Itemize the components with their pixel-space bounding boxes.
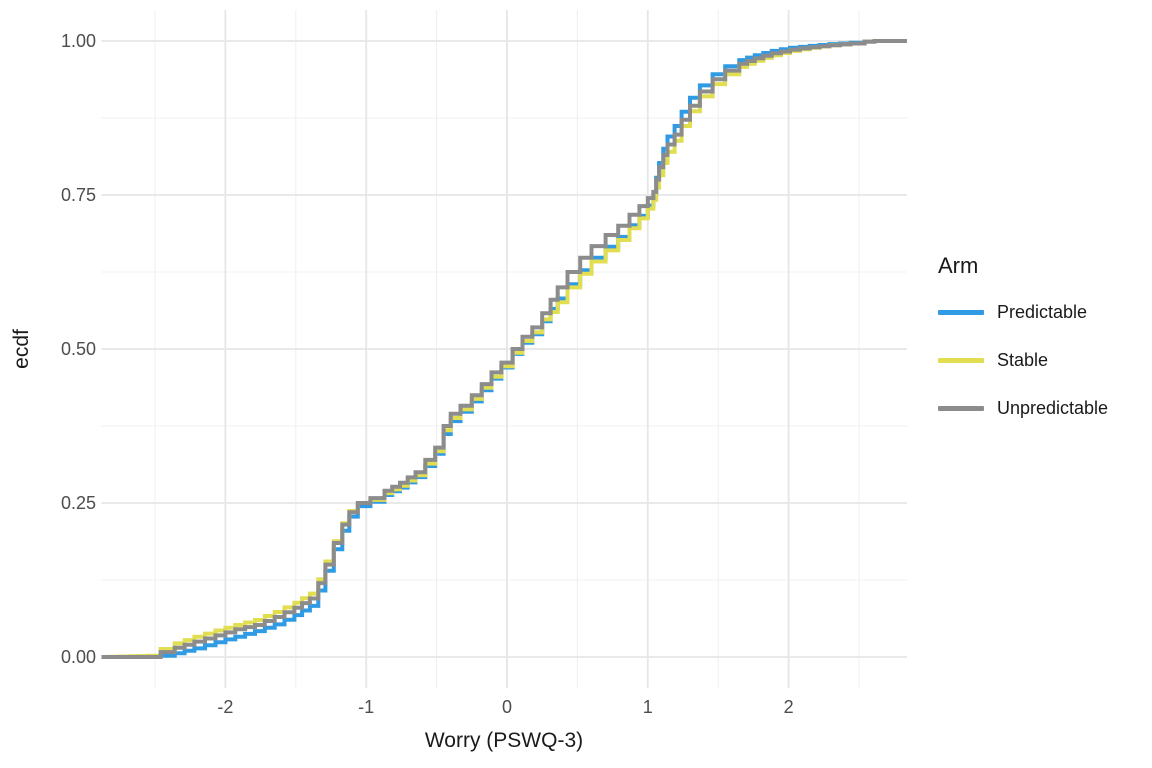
legend-key-line <box>938 357 984 363</box>
y-tick-label: 0.75 <box>60 185 96 205</box>
legend-item-unpredictable: Unpredictable <box>938 384 1152 432</box>
y-tick-label: 0.50 <box>60 339 96 359</box>
legend-item-stable: Stable <box>938 336 1152 384</box>
legend-item-label: Predictable <box>997 301 1088 322</box>
legend-item-predictable: Predictable <box>938 288 1152 336</box>
legend-title: Arm <box>938 253 979 278</box>
legend-key-line <box>938 309 984 315</box>
legend: Arm Predictable Stable Unpredictable <box>938 252 1152 432</box>
legend-key-line <box>938 405 984 411</box>
y-axis-title: ecdf <box>10 329 33 369</box>
x-tick-label: -2 <box>217 697 234 717</box>
legend-items: Predictable Stable Unpredictable <box>938 288 1152 432</box>
y-tick-label: 0.00 <box>60 647 96 667</box>
x-tick-label: -1 <box>358 697 375 717</box>
y-tick-label: 1.00 <box>60 31 96 51</box>
legend-item-label: Stable <box>997 349 1049 370</box>
y-tick-label: 0.25 <box>60 493 96 513</box>
x-tick-label: 1 <box>642 697 653 717</box>
legend-item-label: Unpredictable <box>997 397 1109 418</box>
x-tick-label: 0 <box>501 697 512 717</box>
x-tick-label: 2 <box>783 697 794 717</box>
x-axis-title: Worry (PSWQ-3) <box>424 729 584 752</box>
ecdf-curve-unpredictable <box>101 39 907 659</box>
